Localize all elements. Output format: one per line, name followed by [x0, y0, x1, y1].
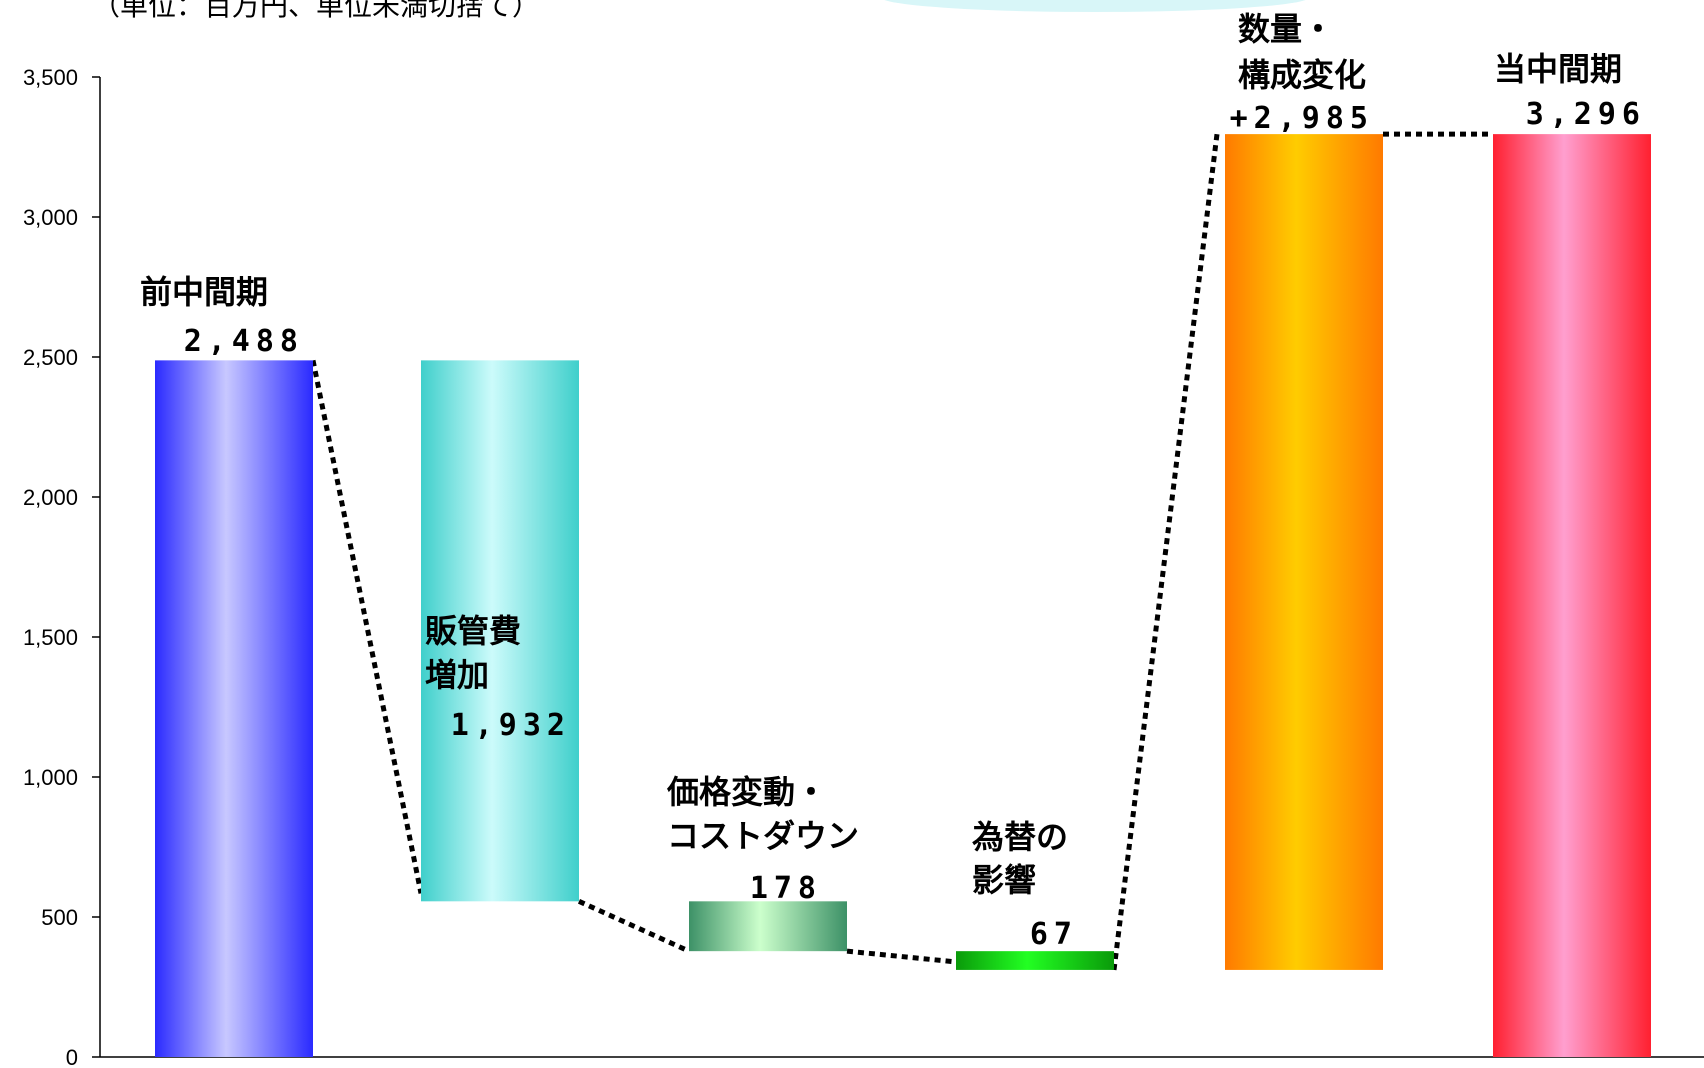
bar-6 — [1493, 134, 1651, 1057]
category-label: 構成変化 — [1238, 56, 1366, 94]
value-label: +2,985 — [1230, 101, 1374, 136]
value-label: 178 — [750, 871, 822, 906]
category-label: 価格変動・ — [666, 773, 827, 811]
bar-2 — [421, 360, 579, 902]
bar-3 — [689, 901, 847, 952]
category-label: 増加 — [425, 656, 489, 694]
bars-group — [155, 134, 1651, 1057]
y-tick-label: 3,000 — [23, 205, 78, 230]
connector-line — [310, 359, 424, 894]
connector-line — [846, 948, 957, 965]
y-tick-label: 3,500 — [23, 65, 78, 90]
connector-lines — [310, 131, 1493, 971]
category-label: 数量・ — [1238, 10, 1334, 48]
unit-note: （単位：百万円、単位未満切捨て） — [92, 0, 541, 22]
value-label: 67 — [1030, 917, 1078, 952]
y-tick-label: 2,500 — [23, 345, 78, 370]
category-label: 前中間期 — [140, 273, 268, 311]
bar-1 — [155, 360, 313, 1057]
bar-4 — [956, 951, 1114, 970]
y-tick-label: 1,500 — [23, 625, 78, 650]
category-label: 為替の — [972, 818, 1068, 856]
y-axis: 0 500 1,000 1,500 2,000 2,500 3,000 3,500 — [23, 65, 1704, 1068]
value-label: 3,296 — [1526, 97, 1646, 132]
value-label: 2,488 — [184, 324, 304, 359]
y-tick-label: 2,000 — [23, 485, 78, 510]
category-label: 影響 — [972, 861, 1036, 899]
y-tick-label: 0 — [66, 1045, 78, 1068]
connector-line — [1111, 133, 1220, 971]
y-tick-label: 1,000 — [23, 765, 78, 790]
connector-line — [577, 899, 691, 954]
category-label: 当中間期 — [1494, 50, 1622, 88]
y-tick-label: 500 — [41, 905, 78, 930]
category-label: 販管費 — [425, 612, 521, 650]
value-label: 1,932 — [451, 708, 571, 743]
decorative-cloud-shape — [880, 0, 1310, 12]
bar-5 — [1225, 134, 1383, 970]
category-label: コストダウン — [667, 817, 859, 855]
